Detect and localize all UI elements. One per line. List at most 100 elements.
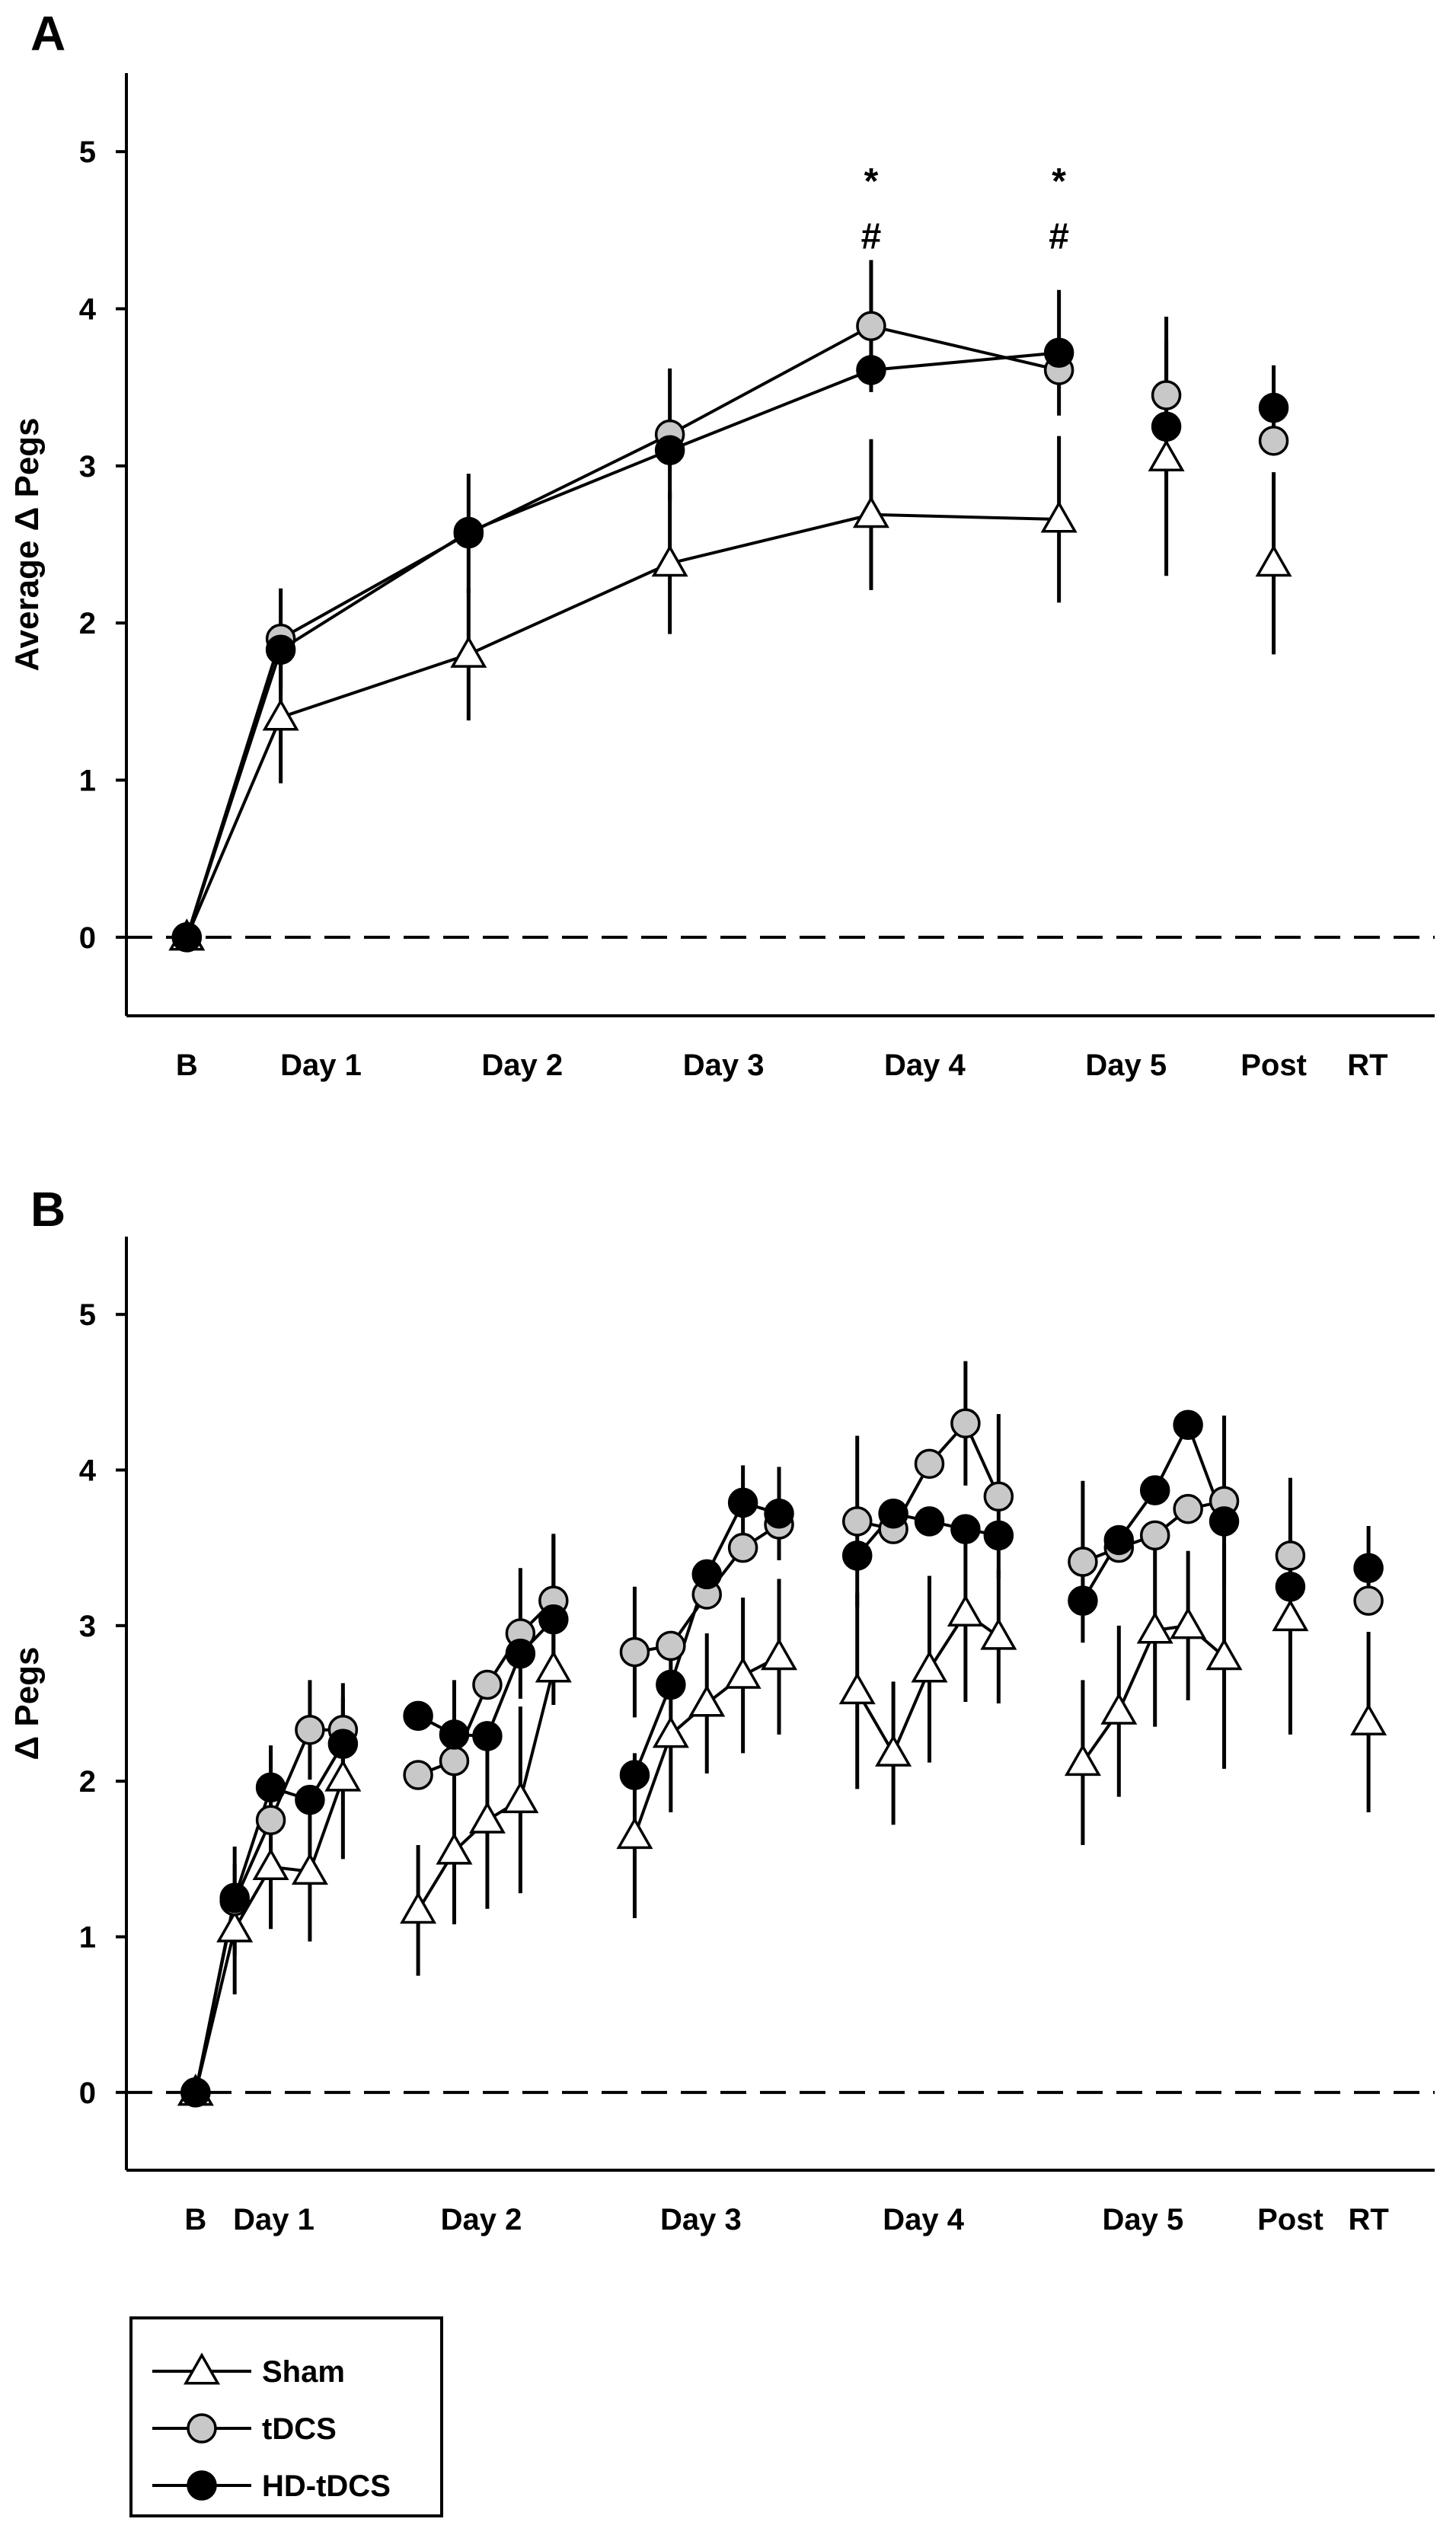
panel-a-marker-tdcs [1258, 426, 1289, 456]
panel-b-marker-hd [914, 1506, 945, 1537]
panel-a-marker-sham [450, 635, 487, 668]
panel-b-y-tick-label: 2 [79, 1765, 96, 1799]
panel-b-marker-hd [878, 1498, 908, 1529]
panel-b-marker-sham [1100, 1692, 1138, 1725]
panel-b-marker-hd [295, 1784, 325, 1815]
panel-b-x-tick-label-post: Post [1257, 2203, 1323, 2236]
panel-b-marker-tdcs [619, 1636, 650, 1668]
panel-b-marker-hd [1173, 1409, 1203, 1440]
panel-a-marker-hd [453, 516, 484, 547]
panel-b-x-tick-label-b: B [184, 2203, 206, 2236]
panel-b-marker-sham [980, 1617, 1017, 1650]
panel-a-significance-annotation: # [861, 216, 882, 257]
panel-b-marker-hd [1353, 1553, 1384, 1583]
panel-b-marker-hd [656, 1669, 686, 1700]
panel-a-marker-hd [654, 435, 685, 465]
panel-b-marker-hd [764, 1498, 794, 1529]
panel-b-marker-sham [1350, 1703, 1387, 1736]
panel-b-marker-hd [255, 1772, 286, 1803]
panel-b-marker-sham [947, 1594, 984, 1627]
legend-label-tdcs: tDCS [262, 2412, 337, 2446]
panel-a-marker-hd [1258, 392, 1289, 423]
panel-b-marker-hd [403, 1700, 433, 1732]
panel-b-marker-hd [1209, 1506, 1240, 1537]
legend-marker-sham [183, 2352, 221, 2385]
panel-a-marker-sham [1255, 544, 1292, 577]
panel-b-y-tick-label: 4 [79, 1454, 97, 1488]
legend-label-hd: HD-tDCS [262, 2469, 391, 2503]
panel-a-y-tick-label: 2 [79, 607, 96, 640]
panel-a-marker-sham [262, 698, 299, 731]
panel-b-marker-hd [439, 1719, 470, 1750]
panel-a-marker-sham [1040, 500, 1078, 533]
panel-b-marker-sham [724, 1656, 762, 1689]
panel-b-marker-tdcs [1068, 1547, 1098, 1577]
panel-b-marker-sham [436, 1832, 473, 1865]
panel-a-x-tick-label-day-4: Day 4 [884, 1049, 966, 1082]
panel-b-marker-sham [216, 1910, 254, 1943]
panel-b-x-tick-label-day-5: Day 5 [1103, 2203, 1184, 2236]
panel-b-marker-hd [950, 1514, 981, 1544]
legend-marker-hd [187, 2470, 217, 2501]
panel-a-marker-hd [265, 634, 296, 665]
panel-b-marker-hd [983, 1520, 1014, 1551]
panel-b-letter: B [30, 1182, 65, 1237]
panel-b-marker-tdcs [727, 1532, 758, 1563]
panel-a-x-tick-label-day-1: Day 1 [280, 1049, 362, 1082]
panel-b-marker-sham [1170, 1607, 1207, 1639]
panel-b-marker-tdcs [914, 1448, 945, 1480]
panel-a-x-tick-label-day-2: Day 2 [481, 1049, 563, 1082]
panel-b-marker-tdcs [950, 1408, 981, 1438]
panel-b: B 0 1 2 3 4 5 Δ Pegs B Day 1 Day 2 Day 3 Day 4 Day 5 P… [8, 1182, 1435, 2236]
panel-b-marker-tdcs [841, 1506, 873, 1537]
panel-b-x-tick-label-rt: RT [1348, 2203, 1388, 2236]
legend-label-sham: Sham [262, 2355, 345, 2389]
panel-b-marker-sham [875, 1734, 912, 1767]
panel-b-marker-hd [841, 1540, 873, 1571]
panel-b-y-tick-label: 0 [79, 2077, 96, 2110]
panel-a-marker-hd [1043, 337, 1074, 369]
panel-a-marker-hd [856, 355, 886, 385]
panel-b-marker-sham [502, 1781, 539, 1814]
panel-b-marker-sham [911, 1650, 948, 1683]
panel-a-x-tick-label-day-3: Day 3 [683, 1049, 765, 1082]
panel-b-marker-hd [727, 1487, 758, 1518]
panel-b-marker-tdcs [255, 1805, 286, 1835]
panel-b-y-tick-label: 5 [79, 1298, 96, 1332]
panel-a-y-tick-label: 1 [79, 765, 96, 798]
panel-b-marker-sham [252, 1848, 289, 1881]
panel-b-marker-hd [691, 1559, 722, 1590]
panel-b-marker-sham [761, 1638, 798, 1671]
panel-b-marker-sham [468, 1801, 506, 1834]
panel-a-significance-annotation: * [1052, 161, 1066, 202]
panel-b-y-tick-label: 1 [79, 1921, 96, 1955]
panel-b-x-tick-label-day-4: Day 4 [883, 2203, 964, 2236]
panel-b-marker-tdcs [1275, 1540, 1306, 1571]
panel-b-x-tick-label-day-1: Day 1 [233, 2203, 315, 2236]
panel-b-marker-hd [472, 1721, 503, 1751]
panel-b-marker-hd [1068, 1585, 1098, 1616]
panel-a-series-tdcs-line [185, 324, 1060, 938]
panel-a: A 0 1 2 3 4 5 Average Δ Pegs B Day 1 Day 2 Day 3 Day… [8, 6, 1435, 1082]
panel-b-marker-sham [535, 1650, 572, 1683]
panel-b-marker-tdcs [295, 1714, 325, 1745]
legend-marker-tdcs [187, 2413, 217, 2444]
panel-b-x-tick-label-day-2: Day 2 [441, 2203, 522, 2236]
panel-a-marker-sham [651, 544, 688, 577]
panel-b-marker-tdcs [439, 1745, 470, 1777]
panel-a-significance-annotation: # [1049, 216, 1069, 257]
panel-a-y-tick-label: 3 [79, 450, 96, 484]
panel-b-marker-sham [616, 1817, 653, 1850]
panel-b-marker-hd [1275, 1572, 1306, 1602]
panel-a-x-tick-label-b: B [176, 1049, 198, 1082]
panel-b-marker-sham [291, 1853, 328, 1885]
panel-a-marker-hd [171, 922, 203, 953]
panel-b-marker-sham [324, 1759, 362, 1792]
panel-b-y-tick-label: 3 [79, 1610, 96, 1643]
panel-b-marker-sham [652, 1716, 689, 1748]
panel-a-y-tick-label: 0 [79, 921, 96, 955]
legend-box [129, 2316, 443, 2517]
panel-b-marker-tdcs [403, 1760, 433, 1790]
